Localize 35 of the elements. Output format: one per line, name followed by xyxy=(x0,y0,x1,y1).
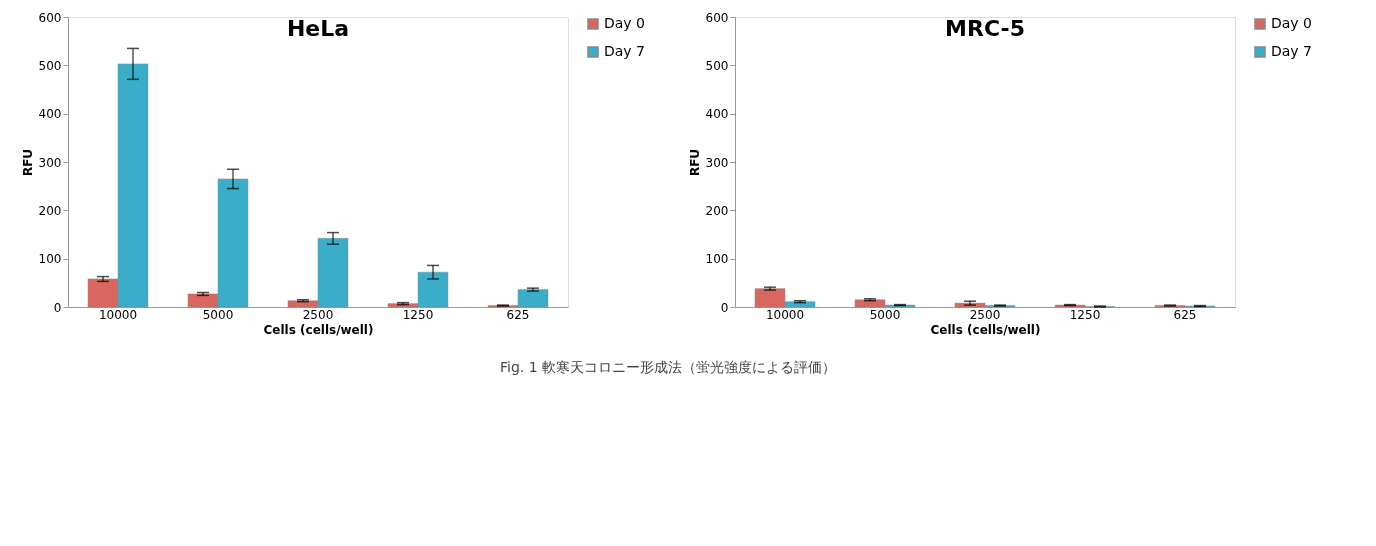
y-tick-label: 200 xyxy=(705,203,729,218)
y-tick-label: 400 xyxy=(705,107,729,122)
chart-title: HeLa xyxy=(286,16,350,41)
legend-label: Day 7 xyxy=(1271,43,1313,59)
x-tick-label: 5000 xyxy=(202,307,234,322)
x-tick-label: 10000 xyxy=(765,307,805,322)
y-tick-label: 500 xyxy=(38,58,62,73)
x-tick-label: 1250 xyxy=(1069,307,1101,322)
chart-title: MRC-5 xyxy=(945,16,1025,41)
x-tick-label: 2500 xyxy=(302,307,334,322)
y-tick-label: 600 xyxy=(705,10,729,25)
y-tick-label: 0 xyxy=(53,300,62,315)
y-axis-title: RFU xyxy=(20,148,35,177)
y-tick-label: 0 xyxy=(720,300,729,315)
y-tick-label: 100 xyxy=(705,252,729,267)
legend-label: Day 0 xyxy=(1271,15,1313,31)
y-tick-label: 300 xyxy=(705,155,729,170)
y-tick-label: 500 xyxy=(705,58,729,73)
legend-label: Day 0 xyxy=(604,15,646,31)
y-tick-label: 200 xyxy=(38,203,62,218)
x-tick-label: 2500 xyxy=(969,307,1001,322)
y-tick-label: 400 xyxy=(38,107,62,122)
x-tick-label: 625 xyxy=(506,307,530,322)
x-tick-label: 5000 xyxy=(869,307,901,322)
x-tick-label: 10000 xyxy=(98,307,138,322)
y-axis-title: RFU xyxy=(687,148,702,177)
y-tick-label: 300 xyxy=(38,155,62,170)
x-tick-label: 1250 xyxy=(402,307,434,322)
y-tick-label: 600 xyxy=(38,10,62,25)
y-tick-label: 100 xyxy=(38,252,62,267)
x-tick-label: 625 xyxy=(1173,307,1197,322)
x-axis-title: Cells (cells/well) xyxy=(263,322,374,337)
x-axis-title: Cells (cells/well) xyxy=(930,322,1041,337)
legend-label: Day 7 xyxy=(604,43,646,59)
caption: Fig. 1 軟寒天コロニー形成法（蛍光強度による評価） xyxy=(499,359,837,375)
